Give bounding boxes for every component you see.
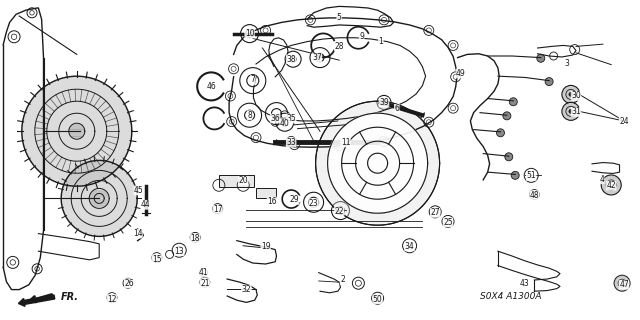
Bar <box>256 188 276 198</box>
Circle shape <box>569 109 573 113</box>
Text: 38: 38 <box>286 55 296 64</box>
Circle shape <box>614 275 630 291</box>
Circle shape <box>503 112 511 120</box>
Text: 28: 28 <box>335 42 344 51</box>
Text: 49: 49 <box>456 69 466 78</box>
Text: 6: 6 <box>394 104 399 113</box>
Text: 46: 46 <box>206 82 216 91</box>
Text: 18: 18 <box>191 234 200 243</box>
Circle shape <box>537 54 545 62</box>
Text: 40: 40 <box>280 119 290 128</box>
Text: 20: 20 <box>238 176 248 185</box>
Polygon shape <box>22 76 132 186</box>
Text: 8: 8 <box>247 111 252 120</box>
Text: S0X4 A1300A: S0X4 A1300A <box>480 292 541 301</box>
Text: 43: 43 <box>520 279 530 288</box>
Text: 7: 7 <box>250 76 255 84</box>
Text: 47: 47 <box>619 280 629 289</box>
Circle shape <box>511 171 519 179</box>
Text: 22: 22 <box>335 207 344 216</box>
Circle shape <box>601 175 621 195</box>
Text: 35: 35 <box>286 114 296 123</box>
Text: 34: 34 <box>404 242 415 251</box>
Bar <box>219 175 254 187</box>
Circle shape <box>505 153 513 161</box>
Text: 36: 36 <box>270 114 280 123</box>
Text: 3: 3 <box>564 60 569 68</box>
Text: 25: 25 <box>443 218 453 227</box>
Text: 37: 37 <box>312 53 322 62</box>
Text: 39: 39 <box>379 98 389 107</box>
Text: 15: 15 <box>152 255 162 264</box>
Circle shape <box>562 102 580 120</box>
Text: 2: 2 <box>340 276 345 284</box>
Text: 9: 9 <box>359 32 364 41</box>
Text: 21: 21 <box>200 279 209 288</box>
Polygon shape <box>328 113 428 213</box>
Circle shape <box>509 98 517 106</box>
Text: 42: 42 <box>606 181 616 190</box>
Text: FR.: FR. <box>61 292 79 302</box>
Text: 10: 10 <box>244 29 255 38</box>
Text: 51: 51 <box>526 172 536 180</box>
Text: 48: 48 <box>529 191 540 200</box>
Circle shape <box>569 92 573 96</box>
Polygon shape <box>316 101 440 225</box>
Text: 32: 32 <box>241 285 252 294</box>
Text: 4: 4 <box>599 175 604 184</box>
FancyArrow shape <box>19 295 55 306</box>
Text: 45: 45 <box>134 186 144 195</box>
Text: 1: 1 <box>378 37 383 46</box>
Circle shape <box>562 85 580 103</box>
Text: 13: 13 <box>174 247 184 256</box>
Text: 44: 44 <box>141 200 151 209</box>
Text: 26: 26 <box>124 279 134 288</box>
Text: 11: 11 <box>341 138 350 147</box>
Text: 33: 33 <box>286 138 296 147</box>
Text: 19: 19 <box>260 242 271 251</box>
Text: 12: 12 <box>108 295 116 304</box>
Text: 31: 31 <box>571 108 581 116</box>
Text: 16: 16 <box>267 197 277 206</box>
Text: 24: 24 <box>619 117 629 126</box>
Text: 29: 29 <box>289 196 300 204</box>
Text: 5: 5 <box>337 13 342 22</box>
Circle shape <box>497 129 504 137</box>
Text: 50: 50 <box>372 295 383 304</box>
Text: 41: 41 <box>198 268 209 277</box>
Text: 27: 27 <box>430 208 440 217</box>
Text: 14: 14 <box>132 229 143 238</box>
Text: 17: 17 <box>212 205 223 214</box>
Circle shape <box>545 77 553 85</box>
Text: 23: 23 <box>308 199 319 208</box>
Polygon shape <box>61 160 137 236</box>
Text: 30: 30 <box>571 92 581 100</box>
